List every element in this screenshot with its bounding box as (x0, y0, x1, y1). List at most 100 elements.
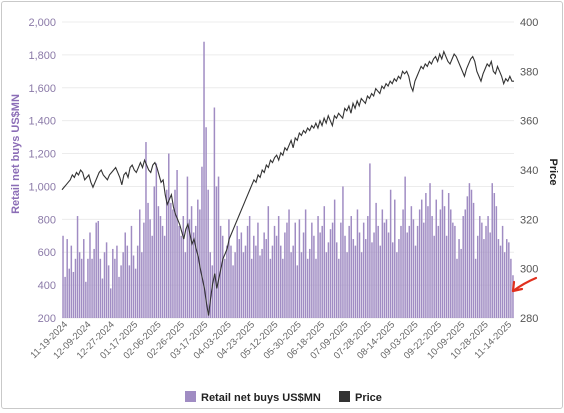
bar (180, 235, 182, 318)
bar (197, 199, 199, 318)
bar (124, 232, 126, 318)
chart: 200 400 600 800 1,000 1,200 1,400 1,600 1,800 2,0… (10, 17, 559, 404)
bar (338, 258, 340, 318)
bar (246, 225, 249, 318)
bar (93, 248, 95, 318)
bar (64, 276, 66, 318)
bar (450, 209, 452, 318)
bar (325, 252, 328, 318)
bar (85, 281, 87, 318)
bar (78, 252, 81, 318)
bar (89, 232, 91, 318)
bar (76, 216, 79, 318)
bar (182, 216, 185, 318)
bar (201, 166, 203, 318)
y-right-tick-label: 300 (520, 264, 538, 276)
bar (280, 245, 282, 318)
bar (431, 216, 433, 318)
bar (163, 235, 166, 318)
bar (406, 232, 408, 318)
bar (228, 219, 230, 318)
bar (383, 222, 386, 318)
bar (313, 235, 315, 318)
bar (458, 239, 460, 318)
bar (70, 245, 73, 318)
bar (358, 232, 361, 318)
y-left-tick-label: 1,000 (28, 181, 56, 193)
bar (263, 232, 265, 318)
bar (288, 209, 290, 318)
bar (157, 206, 160, 318)
y-right-tick-label: 400 (520, 17, 538, 29)
bar (331, 222, 334, 318)
bar (319, 232, 321, 318)
bar (112, 248, 114, 318)
bar (472, 202, 475, 318)
bar (209, 252, 211, 318)
bar (147, 202, 149, 318)
price-line (61, 49, 514, 316)
bar (153, 186, 156, 318)
bar (273, 225, 276, 318)
y-axis-left-title: Retail net buys US$MN (10, 94, 22, 214)
bar (476, 235, 479, 318)
bar (116, 245, 118, 318)
bar (165, 189, 168, 318)
y-left-tick-label: 1,200 (28, 149, 56, 161)
bar (443, 206, 446, 318)
bar (261, 248, 263, 318)
bar (155, 163, 158, 318)
bar (101, 278, 104, 318)
bar (420, 199, 423, 318)
bar (294, 222, 296, 318)
y-left-tick-label: 200 (38, 313, 56, 325)
bar (387, 232, 390, 318)
bar (174, 189, 176, 318)
bar (72, 271, 75, 318)
bar (464, 209, 467, 318)
bar (510, 258, 512, 318)
bar (145, 142, 147, 318)
bar (298, 219, 301, 318)
bar (74, 258, 77, 318)
bar (437, 225, 440, 318)
bar (410, 206, 413, 318)
bar (333, 199, 336, 318)
bar (367, 216, 369, 318)
y-left-tick-label: 400 (38, 280, 56, 292)
bar (284, 232, 286, 318)
bar (398, 239, 400, 318)
y-axis-right-ticks: 280 300 320 340 360 380 400 (520, 17, 538, 325)
bar (236, 225, 238, 318)
bar (217, 176, 220, 318)
legend-label-price: Price (355, 392, 382, 404)
bar (360, 252, 363, 318)
bar (159, 216, 162, 318)
bar (385, 219, 388, 318)
bar (315, 258, 317, 318)
bar (226, 245, 228, 318)
bar (188, 219, 191, 318)
bar (304, 209, 307, 318)
bar (275, 235, 278, 318)
red-arrow-head (511, 280, 524, 293)
y-right-tick-label: 340 (520, 165, 538, 177)
bar (485, 225, 487, 318)
bar (186, 176, 189, 318)
x-axis-ticks: 11-19-202412-09-202412-27-202401-17-2025… (28, 319, 514, 361)
bar (479, 216, 481, 318)
bar (423, 222, 425, 318)
bar (391, 242, 394, 318)
y-left-tick-label: 1,400 (28, 116, 56, 128)
bar (481, 222, 483, 318)
bar (381, 209, 384, 318)
y-left-tick-label: 600 (38, 247, 56, 259)
bar (267, 206, 270, 318)
bar (321, 225, 323, 318)
bar (149, 219, 151, 318)
bar (91, 258, 93, 318)
bar (327, 242, 330, 318)
bar (176, 170, 178, 318)
bar (114, 258, 116, 318)
bar (68, 268, 70, 318)
